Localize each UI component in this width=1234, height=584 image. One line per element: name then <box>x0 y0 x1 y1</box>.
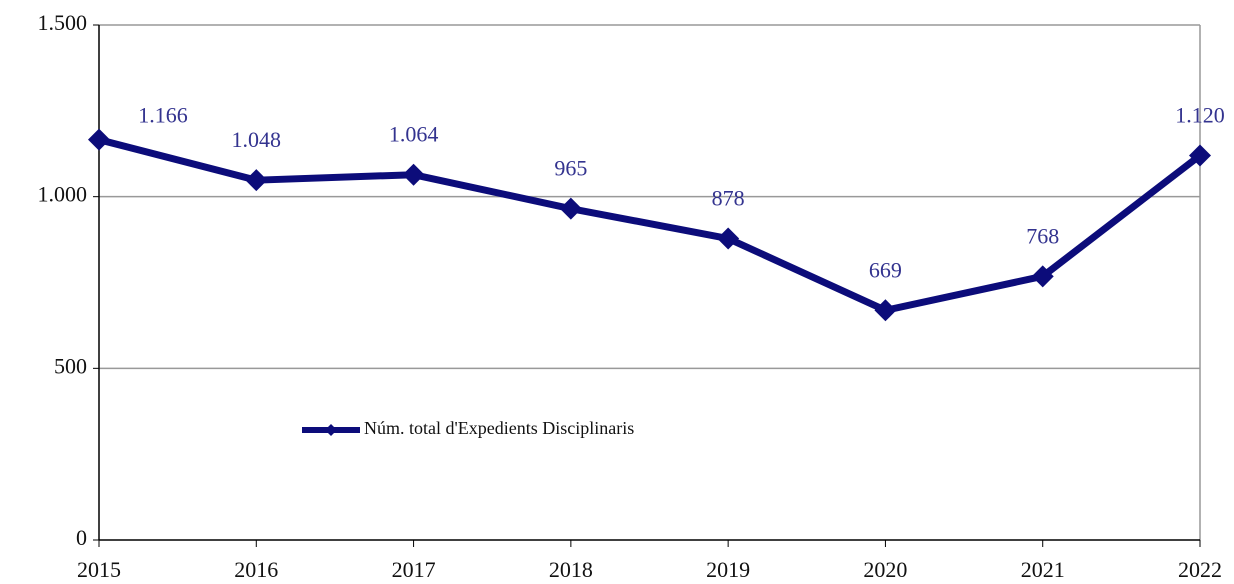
data-point <box>1189 144 1211 167</box>
data-label: 768 <box>1026 223 1059 248</box>
data-point <box>402 163 425 186</box>
y-tick-label: 1.000 <box>38 182 88 207</box>
data-label: 1.120 <box>1175 103 1225 128</box>
data-label: 965 <box>554 156 587 181</box>
data-label: 1.048 <box>232 127 282 152</box>
x-tick-label: 2016 <box>234 557 278 582</box>
y-tick-label: 500 <box>54 353 87 378</box>
x-tick-label: 2015 <box>77 557 121 582</box>
data-label: 1.064 <box>389 122 439 147</box>
x-tick-label: 2017 <box>392 557 436 582</box>
data-point <box>1031 265 1054 288</box>
legend-marker <box>325 424 337 436</box>
data-line <box>98 136 1203 314</box>
data-label: 669 <box>869 257 902 282</box>
data-point <box>88 128 110 151</box>
data-label: 878 <box>712 186 745 211</box>
x-tick-label: 2019 <box>706 557 750 582</box>
data-label: 1.166 <box>138 103 188 128</box>
data-point <box>245 169 268 192</box>
y-tick-label: 0 <box>76 525 87 550</box>
legend-label: Núm. total d'Expedients Disciplinaris <box>364 418 634 438</box>
x-tick-label: 2021 <box>1021 557 1065 582</box>
data-point <box>874 299 897 322</box>
x-tick-label: 2020 <box>863 557 907 582</box>
data-point <box>717 227 740 250</box>
data-point <box>559 197 582 220</box>
x-tick-label: 2022 <box>1178 557 1222 582</box>
y-tick-label: 1.500 <box>38 10 88 35</box>
x-tick-label: 2018 <box>549 557 593 582</box>
